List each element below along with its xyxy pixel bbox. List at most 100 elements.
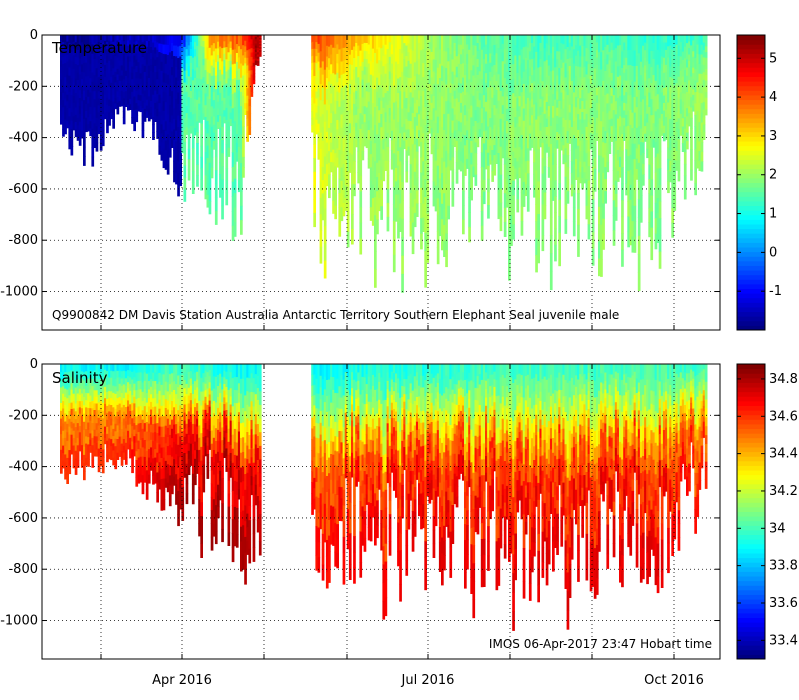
profile-cell bbox=[223, 53, 226, 61]
profile-cell bbox=[120, 40, 124, 46]
profile-cell bbox=[244, 80, 247, 87]
profile-cell bbox=[673, 197, 677, 211]
profile-cell bbox=[156, 94, 159, 102]
profile-cell bbox=[403, 51, 406, 60]
profile-cell bbox=[675, 160, 679, 171]
profile-cell bbox=[108, 411, 111, 419]
profile-cell bbox=[539, 90, 543, 100]
profile-cell bbox=[120, 414, 124, 423]
profile-cell bbox=[633, 159, 637, 176]
colorbar-band bbox=[737, 302, 765, 308]
profile-cell bbox=[72, 123, 76, 131]
profile-cell bbox=[95, 429, 99, 437]
profile-cell bbox=[669, 56, 672, 67]
profile-cell bbox=[698, 54, 702, 65]
profile-cell bbox=[223, 116, 226, 124]
profile-cell bbox=[564, 176, 568, 192]
profile-cell bbox=[587, 78, 591, 94]
profile-cell bbox=[449, 73, 453, 84]
profile-cell bbox=[101, 395, 105, 404]
profile-cell bbox=[591, 166, 595, 184]
profile-cell bbox=[162, 405, 166, 417]
profile-cell bbox=[409, 121, 413, 136]
profile-cell bbox=[164, 150, 168, 161]
profile-cell bbox=[145, 489, 149, 500]
profile-cell bbox=[127, 67, 130, 73]
profile-cell bbox=[168, 374, 172, 385]
profile-cell bbox=[131, 66, 134, 74]
profile-cell bbox=[380, 179, 383, 194]
profile-cell bbox=[87, 364, 90, 372]
profile-cell bbox=[512, 49, 515, 65]
profile-cell bbox=[704, 86, 708, 93]
profile-cell bbox=[589, 35, 593, 44]
profile-cell bbox=[512, 137, 515, 153]
profile-cell bbox=[160, 151, 164, 161]
profile-cell bbox=[384, 83, 388, 94]
colorbar-band bbox=[737, 191, 765, 197]
profile-cell bbox=[223, 104, 226, 111]
profile-cell bbox=[441, 142, 444, 159]
profile-cell bbox=[150, 106, 153, 114]
profile-cell bbox=[524, 184, 528, 197]
profile-cell bbox=[420, 233, 423, 250]
profile-cell bbox=[547, 85, 551, 97]
profile-cell bbox=[575, 96, 578, 108]
profile-cell bbox=[72, 460, 76, 469]
profile-cell bbox=[160, 61, 164, 72]
profile-cell bbox=[106, 125, 109, 134]
profile-cell bbox=[644, 126, 647, 135]
profile-cell bbox=[152, 475, 155, 485]
profile-cell bbox=[141, 57, 145, 65]
profile-cell bbox=[380, 61, 383, 75]
profile-cell bbox=[240, 91, 243, 107]
profile-cell bbox=[135, 390, 139, 400]
profile-cell bbox=[524, 103, 528, 116]
profile-cell bbox=[137, 364, 141, 373]
temperature-title: Temperature bbox=[51, 39, 147, 57]
profile-cell bbox=[451, 169, 455, 183]
profile-cell bbox=[74, 71, 78, 80]
profile-cell bbox=[367, 120, 371, 131]
profile-cell bbox=[671, 121, 674, 137]
profile-cell bbox=[135, 460, 139, 470]
profile-cell bbox=[457, 92, 461, 103]
profile-cell bbox=[508, 262, 511, 281]
profile-cell bbox=[141, 438, 145, 448]
profile-cell bbox=[581, 79, 584, 91]
profile-cell bbox=[579, 161, 582, 173]
profile-cell bbox=[401, 218, 404, 238]
profile-cell bbox=[76, 430, 80, 439]
profile-cell bbox=[453, 114, 457, 124]
profile-cell bbox=[438, 121, 442, 136]
profile-cell bbox=[660, 42, 664, 50]
profile-cell bbox=[166, 464, 170, 474]
profile-cell bbox=[602, 172, 605, 189]
profile-cell bbox=[97, 379, 101, 388]
profile-cell bbox=[468, 64, 471, 80]
profile-cell bbox=[137, 406, 141, 416]
profile-cell bbox=[462, 205, 465, 221]
profile-cell bbox=[147, 432, 151, 442]
profile-cell bbox=[399, 91, 402, 106]
profile-cell bbox=[152, 364, 155, 374]
profile-cell bbox=[187, 419, 191, 428]
profile-cell bbox=[143, 364, 147, 373]
profile-cell bbox=[85, 76, 88, 84]
y-tick-label: -1000 bbox=[0, 285, 38, 300]
profile-cell bbox=[552, 70, 555, 83]
profile-cell bbox=[476, 90, 480, 100]
profile-cell bbox=[198, 78, 201, 86]
profile-cell bbox=[359, 35, 363, 52]
profile-cell bbox=[631, 35, 635, 51]
profile-cell bbox=[449, 131, 453, 142]
profile-cell bbox=[397, 194, 400, 210]
profile-cell bbox=[150, 462, 153, 471]
profile-cell bbox=[493, 165, 497, 176]
profile-cell bbox=[627, 216, 630, 233]
profile-cell bbox=[397, 136, 400, 152]
profile-cell bbox=[635, 76, 639, 87]
profile-cell bbox=[411, 35, 415, 52]
profile-cell bbox=[89, 408, 92, 415]
profile-cell bbox=[501, 70, 505, 80]
